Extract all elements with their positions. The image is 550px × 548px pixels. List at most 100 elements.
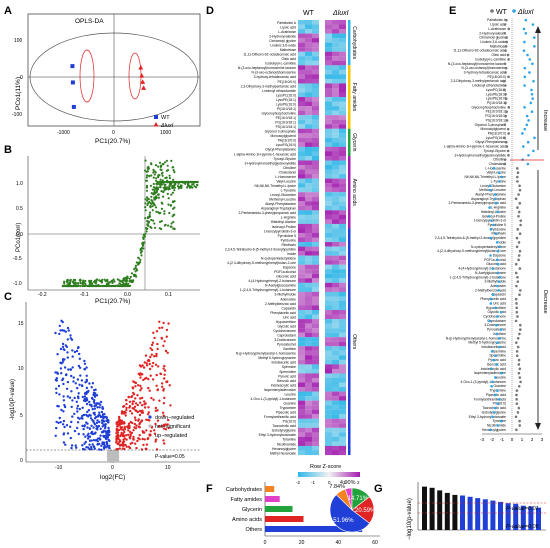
panel-b-point xyxy=(148,211,152,214)
panel-c-point-up xyxy=(161,326,164,329)
panel-d-cell-luxi xyxy=(325,405,332,410)
panel-c-point-up xyxy=(152,398,155,401)
panel-b-point xyxy=(137,263,140,266)
panel-d-cell-luxi xyxy=(325,223,332,229)
panel-e-wt-dot xyxy=(515,389,519,392)
panel-d-cell-wt xyxy=(312,337,319,342)
panel-e-wt-dot xyxy=(514,262,518,266)
panel-d-cell-luxi xyxy=(325,255,332,261)
panel-c-point-down xyxy=(62,399,66,402)
panel-e-wt-dot xyxy=(516,180,519,183)
panel-c-point-up xyxy=(119,428,123,431)
panel-c-point-down xyxy=(63,403,66,407)
panel-c-point-up xyxy=(151,378,155,381)
panel-d-cell-wt xyxy=(312,232,319,238)
panel-d-cell-wt xyxy=(305,450,312,456)
panel-b-point xyxy=(196,183,199,186)
panel-d-cell-wt xyxy=(312,418,319,424)
panel-c-point-down xyxy=(99,434,102,437)
panel-c-point-down xyxy=(99,400,103,404)
panel-c-point-down xyxy=(67,368,70,371)
panel-e-row-label: 3-Hydroxymonoethylglycinexylidide xyxy=(455,153,507,157)
panel-c-point-up xyxy=(138,413,142,417)
panel-g-bar xyxy=(452,494,458,530)
panel-d-cell-wt xyxy=(298,219,305,225)
panel-b-point xyxy=(150,162,153,165)
panel-c-point-down xyxy=(70,338,74,341)
panel-d-cell-luxi xyxy=(339,205,346,211)
panel-d-cell-luxi xyxy=(325,423,332,428)
panel-d-cell-luxi xyxy=(325,214,332,220)
panel-c-point-up xyxy=(145,362,148,365)
panel-c-point-up xyxy=(169,404,172,407)
panel-d-cell-luxi xyxy=(325,368,332,374)
panel-d-cell-wt xyxy=(298,178,305,184)
panel-e-luxi-dot xyxy=(489,236,493,240)
panel-letter-d: D xyxy=(206,5,214,17)
panel-b-point xyxy=(113,280,116,283)
panel-e-wt-dot xyxy=(515,350,519,353)
panel-c-point-up xyxy=(154,422,157,426)
panel-d-cell-luxi xyxy=(339,151,346,157)
panel-e-wt-dot xyxy=(516,337,520,340)
panel-e-luxi-dot xyxy=(491,380,494,384)
panel-e-wt-dot xyxy=(519,289,522,292)
panel-b-point xyxy=(180,186,183,190)
panel-b-point xyxy=(70,284,73,288)
panel-c-point-down xyxy=(91,432,95,436)
panel-g-bar xyxy=(437,490,443,530)
panel-d-cell-wt xyxy=(298,450,305,456)
panel-d-cell-luxi xyxy=(332,151,339,157)
panel-c-legend-up-marker xyxy=(148,433,152,437)
panel-c-point-up xyxy=(124,443,127,447)
panel-d-cell-wt xyxy=(305,359,312,365)
panel-e-wt-dot xyxy=(517,363,521,366)
panel-d-cell-luxi xyxy=(332,205,339,211)
panel-d-row-label: Linoleic 3,6-oxide xyxy=(270,44,296,48)
panel-d-cell-wt xyxy=(312,219,319,225)
panel-d-cell-wt xyxy=(305,436,312,442)
panel-d-group-bar xyxy=(348,155,351,229)
panel-e-row-label: LysoPE(18:1) xyxy=(486,92,506,96)
panel-b-point xyxy=(72,278,75,282)
panel-b-point xyxy=(144,232,147,235)
panel-letter-g: G xyxy=(374,483,383,495)
panel-d-cell-wt xyxy=(305,178,312,184)
panel-d-cell-luxi xyxy=(339,83,346,89)
panel-b-point xyxy=(150,218,153,222)
panel-c-point-up xyxy=(131,441,134,444)
panel-e-luxi-dot xyxy=(494,201,498,205)
panel-d-row-label: Monoacylglycerol xyxy=(271,134,297,138)
panel-c-point-up xyxy=(121,447,125,450)
panel-d-cell-wt xyxy=(312,450,319,456)
panel-b-point xyxy=(151,200,154,203)
panel-d-cell-wt xyxy=(298,155,305,161)
panel-e-row-label: 2,3,4,5-Tetrahydro-6-(5-methyl-2-furanyl… xyxy=(435,236,506,240)
panel-c-point-down xyxy=(86,410,89,414)
panel-f-category-label: Carbohydrates xyxy=(226,487,262,493)
panel-d-cell-luxi xyxy=(339,377,346,383)
panel-c-point-down xyxy=(58,324,61,328)
panel-e-row-label: Riboflavin xyxy=(492,232,507,236)
panel-d-cell-wt xyxy=(298,441,305,447)
panel-e-luxi-dot xyxy=(531,62,534,66)
panel-e-wt-dot xyxy=(516,411,520,414)
panel-b-point xyxy=(146,199,149,202)
panel-c-point-down xyxy=(55,387,58,390)
panel-d-cell-wt xyxy=(312,128,319,134)
panel-e-luxi-dot xyxy=(500,371,503,375)
panel-b-point xyxy=(185,180,188,184)
panel-e-luxi-dot xyxy=(489,367,493,371)
panel-d-cell-luxi xyxy=(339,119,346,125)
panel-e-luxi-dot xyxy=(497,289,501,292)
panel-d-cell-wt xyxy=(312,115,319,120)
panel-d-cell-wt xyxy=(312,242,319,247)
panel-e-luxi-dot xyxy=(522,145,525,148)
panel-e-luxi-dot xyxy=(527,119,530,122)
panel-d-cell-wt xyxy=(305,205,312,211)
panel-e-row-label: Tyrosyl-Glycine xyxy=(483,149,506,153)
panel-e-row-label: Spermine xyxy=(492,349,506,353)
panel-e-row-label: Cyclohexanone xyxy=(483,315,506,319)
panel-d-cell-wt xyxy=(305,427,312,433)
panel-d-cell-luxi xyxy=(325,165,332,170)
